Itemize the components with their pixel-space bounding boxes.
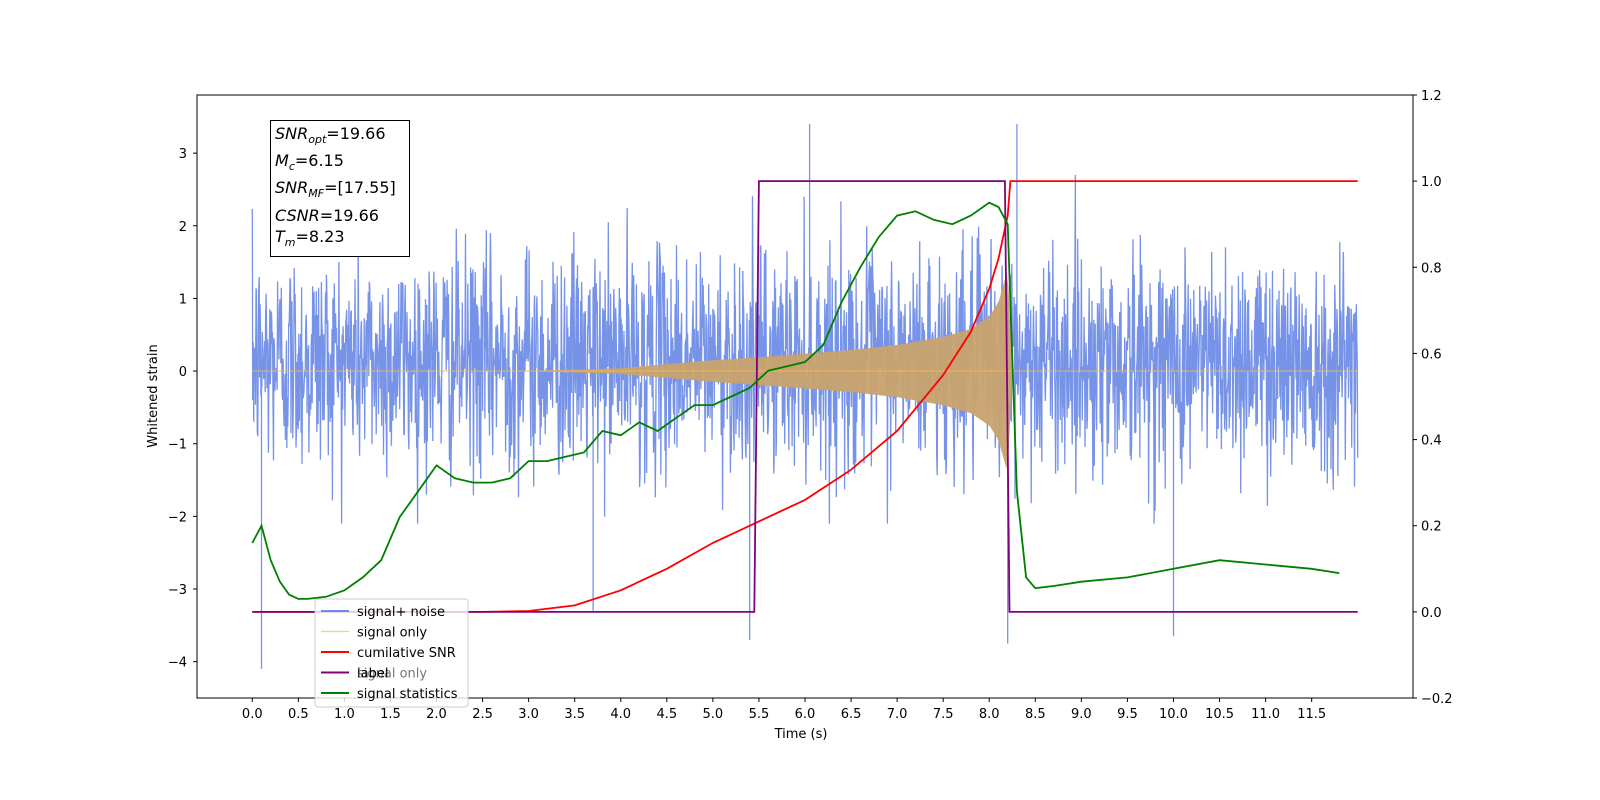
y-tick-label: 0 xyxy=(179,365,187,380)
legend-label: label xyxy=(357,667,388,682)
mc-row: Mc=6.15 xyxy=(275,151,344,174)
y2-tick-label: 1.0 xyxy=(1421,175,1442,190)
x-tick-label: 2.0 xyxy=(426,707,447,722)
x-axis-label: Time (s) xyxy=(774,727,828,742)
legend-label: signal only xyxy=(357,626,427,641)
x-axis: 0.0 0.5 1.0 1.5 2.0 2.5 3.0 3.5 4.0 4.5 5.0 5.5 6.0 6… xyxy=(242,698,1326,722)
series-signal-statistics xyxy=(251,201,1340,600)
x-tick-label: 8.5 xyxy=(1025,707,1046,722)
x-tick-label: 7.5 xyxy=(933,707,954,722)
y2-tick-label: −0.2 xyxy=(1421,692,1453,707)
x-tick-label: 6.5 xyxy=(841,707,862,722)
y-tick-label: −2 xyxy=(168,510,187,525)
metrics-box: SNRopt=19.66 Mc=6.15 SNRMF=[17.55] CSNR=… xyxy=(270,120,410,257)
tm-row: Tm=8.23 xyxy=(275,226,345,249)
x-tick-label: 1.0 xyxy=(334,707,355,722)
legend-box xyxy=(314,598,469,708)
series-signal-noise xyxy=(251,124,1359,669)
x-tick-label: 6.0 xyxy=(795,707,816,722)
x-tick-label: 9.0 xyxy=(1071,707,1092,722)
legend-label: signal statistics xyxy=(357,687,458,702)
legend-label: cumilative SNR xyxy=(357,646,456,661)
y-axis-label: Whitened strain xyxy=(146,344,161,447)
snr-mf-row: SNRMF=[17.55] xyxy=(275,178,396,201)
series-cumulative-snr xyxy=(252,180,1358,613)
x-tick-label: 7.0 xyxy=(887,707,908,722)
x-tick-label: 8.0 xyxy=(979,707,1000,722)
y2-tick-label: 0.4 xyxy=(1421,434,1442,449)
series-label xyxy=(252,180,1358,613)
x-tick-label: 3.5 xyxy=(564,707,585,722)
x-tick-label: 3.0 xyxy=(518,707,539,722)
y-tick-label: 1 xyxy=(179,292,187,307)
csnr-row: CSNR=19.66 xyxy=(275,205,379,225)
legend: signal+ noise signal only cumilative SNR la… xyxy=(314,598,469,708)
x-tick-label: 4.5 xyxy=(656,707,677,722)
y2-tick-label: 1.2 xyxy=(1421,89,1442,104)
x-tick-label: 5.5 xyxy=(749,707,770,722)
y2-tick-label: 0.2 xyxy=(1421,520,1442,535)
y-tick-label: −3 xyxy=(168,583,187,598)
y-tick-label: 2 xyxy=(179,220,187,235)
x-tick-label: 10.0 xyxy=(1159,707,1188,722)
y2-tick-label: 0.0 xyxy=(1421,606,1442,621)
legend-label: signal+ noise xyxy=(357,605,445,620)
y2-tick-label: 0.6 xyxy=(1421,347,1442,362)
x-tick-label: 9.5 xyxy=(1117,707,1138,722)
x-tick-label: 1.5 xyxy=(380,707,401,722)
y-axis-left: −4 −3 −2 −1 0 1 2 3 xyxy=(168,147,197,671)
x-tick-label: 11.5 xyxy=(1297,707,1326,722)
x-tick-label: 2.5 xyxy=(472,707,493,722)
x-tick-label: 11.0 xyxy=(1251,707,1280,722)
snr-opt-row: SNRopt=19.66 xyxy=(275,124,386,147)
x-tick-label: 4.0 xyxy=(610,707,631,722)
y-axis-right: −0.2 0.0 0.2 0.4 0.6 0.8 1.0 1.2 xyxy=(1413,89,1453,707)
y2-tick-label: 0.8 xyxy=(1421,261,1442,276)
x-tick-label: 10.5 xyxy=(1205,707,1234,722)
legend-hidden-label: signal only xyxy=(357,667,427,682)
x-tick-label: 5.0 xyxy=(703,707,724,722)
x-tick-label: 0.0 xyxy=(242,707,263,722)
x-tick-label: 0.5 xyxy=(288,707,309,722)
series-layer xyxy=(251,124,1359,669)
y-tick-label: −4 xyxy=(168,656,187,671)
y-tick-label: −1 xyxy=(168,438,187,453)
y-tick-label: 3 xyxy=(179,147,187,162)
